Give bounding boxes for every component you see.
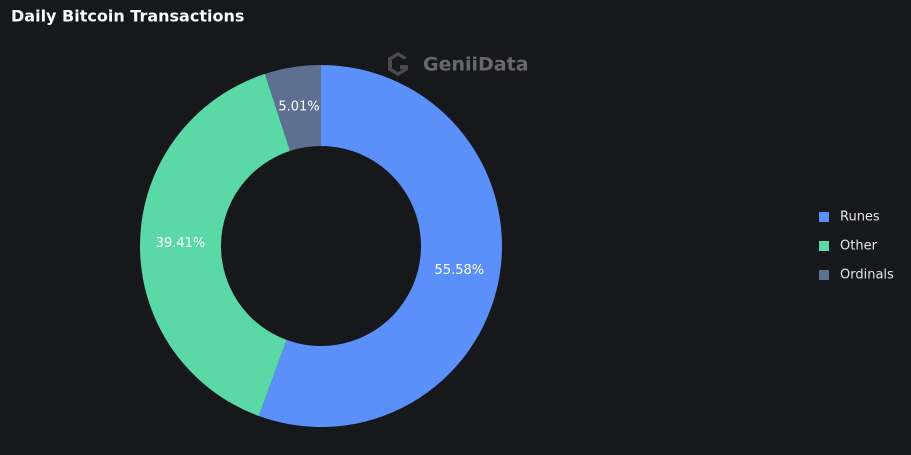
legend-label[interactable]: Runes (840, 210, 880, 225)
legend-swatch[interactable] (819, 270, 829, 280)
legend-swatch[interactable] (819, 212, 829, 222)
data-label: 5.01% (278, 100, 319, 115)
legend-label[interactable]: Other (840, 239, 878, 254)
pie-slice (258, 65, 502, 427)
watermark: GeniiData (423, 54, 529, 76)
pie-slice (264, 65, 321, 151)
legend-swatch[interactable] (819, 241, 829, 251)
data-label: 39.41% (156, 236, 206, 251)
legend-label[interactable]: Ordinals (840, 268, 894, 283)
pie-slice (139, 73, 291, 416)
chart-title: Daily Bitcoin Transactions (11, 7, 244, 26)
watermark-logo (388, 52, 408, 76)
data-label: 55.58% (435, 263, 485, 278)
logo-icon (388, 52, 408, 76)
